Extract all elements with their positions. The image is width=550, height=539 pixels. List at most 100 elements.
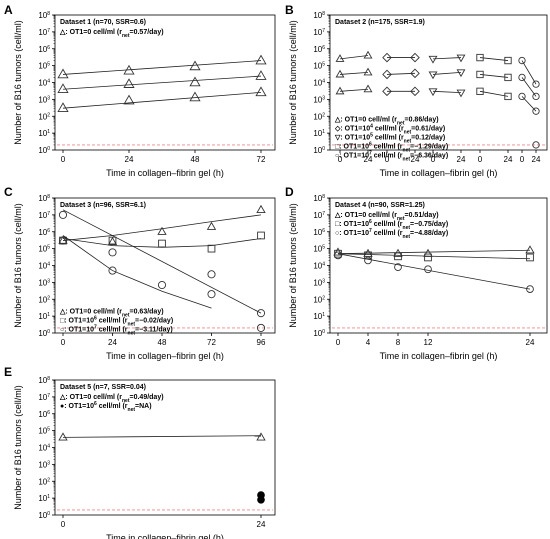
y-tick-label: 102 bbox=[313, 295, 325, 304]
data-point bbox=[58, 432, 68, 441]
data-point bbox=[504, 92, 512, 101]
fit-line bbox=[62, 75, 262, 90]
data-point bbox=[57, 68, 69, 79]
y-tick-label: 101 bbox=[38, 129, 50, 138]
x-tick-label: 12 bbox=[424, 338, 433, 347]
panel-letter: A bbox=[4, 3, 13, 17]
x-tick-label: 0 bbox=[61, 155, 66, 164]
data-point bbox=[256, 323, 266, 332]
data-point bbox=[410, 68, 420, 79]
x-tick-label: 72 bbox=[207, 338, 216, 347]
x-tick-label: 24 bbox=[532, 155, 541, 164]
x-tick-label: 24 bbox=[504, 155, 513, 164]
data-point bbox=[189, 91, 201, 102]
y-tick-label: 104 bbox=[38, 444, 50, 453]
fit-line bbox=[521, 77, 537, 97]
data-point bbox=[207, 244, 216, 253]
data-point bbox=[428, 71, 438, 80]
data-point bbox=[364, 256, 372, 265]
data-point bbox=[410, 86, 420, 97]
y-tick-label: 107 bbox=[313, 28, 325, 37]
legend-entry: ▽: OT1=105 cell/ml (rnet=0.12/day) bbox=[334, 132, 445, 144]
fit-line bbox=[479, 90, 509, 97]
legend-entry: △: OT1=0 cell/ml (rnet=0.57/day) bbox=[59, 29, 164, 39]
y-tick-label: 105 bbox=[313, 245, 325, 254]
data-point bbox=[333, 247, 343, 256]
data-point bbox=[123, 94, 135, 105]
data-point bbox=[364, 251, 372, 260]
chart-title: Dataset 4 (n=90, SSR=1.25) bbox=[335, 202, 425, 209]
data-point bbox=[257, 495, 265, 504]
y-tick-label: 100 bbox=[38, 511, 50, 520]
data-point bbox=[107, 236, 118, 246]
x-tick-label: 24 bbox=[364, 155, 373, 164]
y-axis-label: Number of B16 tumors (cell/ml) bbox=[13, 203, 23, 328]
data-point bbox=[410, 52, 420, 63]
y-tick-label: 107 bbox=[38, 393, 50, 402]
x-tick-label: 24 bbox=[257, 520, 266, 529]
data-point bbox=[518, 92, 526, 101]
data-point bbox=[518, 73, 526, 82]
x-tick-label: 24 bbox=[411, 155, 420, 164]
data-point bbox=[526, 253, 534, 262]
panel-b: B 100 101 102 103 104 105 106 107 108 Number of B1… bbox=[285, 3, 548, 178]
data-point bbox=[255, 86, 267, 97]
y-tick-label: 106 bbox=[313, 228, 325, 237]
y-axis-label: Number of B16 tumors (cell/ml) bbox=[288, 20, 298, 145]
y-tick-label: 105 bbox=[38, 62, 50, 71]
data-point bbox=[424, 265, 432, 274]
x-axis-label: Time in collagen–fibrin gel (h) bbox=[106, 533, 224, 539]
y-tick-label: 108 bbox=[313, 11, 325, 20]
fit-line bbox=[432, 71, 462, 75]
data-point bbox=[207, 290, 216, 299]
x-axis-label: Time in collagen–fibrin gel (h) bbox=[106, 168, 224, 178]
data-point bbox=[335, 69, 345, 78]
y-axis-label: Number of B16 tumors (cell/ml) bbox=[13, 20, 23, 145]
data-point bbox=[58, 210, 68, 219]
data-point bbox=[456, 69, 466, 78]
y-tick-label: 100 bbox=[38, 329, 50, 338]
y-tick-label: 106 bbox=[38, 228, 50, 237]
y-tick-label: 104 bbox=[38, 79, 50, 88]
y-tick-label: 105 bbox=[38, 427, 50, 436]
x-tick-label: 48 bbox=[191, 155, 200, 164]
legend-entry: ◇: OT1=104 cell/ml (rnet=0.61/day) bbox=[334, 123, 445, 135]
data-point bbox=[207, 270, 216, 279]
panel-letter: C bbox=[4, 185, 13, 199]
data-point bbox=[256, 309, 266, 318]
y-tick-label: 102 bbox=[38, 477, 50, 486]
y-tick-label: 101 bbox=[313, 129, 325, 138]
y-tick-label: 103 bbox=[313, 278, 325, 287]
y-axis-label: Number of B16 tumors (cell/ml) bbox=[288, 203, 298, 328]
y-tick-label: 101 bbox=[38, 312, 50, 321]
data-point bbox=[428, 55, 438, 64]
y-tick-label: 104 bbox=[38, 262, 50, 271]
data-point bbox=[382, 69, 392, 80]
y-tick-label: 102 bbox=[38, 295, 50, 304]
legend-entry: △: OT1=0 cell/ml (rnet=0.86/day) bbox=[334, 116, 439, 126]
y-tick-label: 100 bbox=[38, 146, 50, 155]
fit-line bbox=[337, 253, 531, 290]
data-point bbox=[394, 263, 402, 271]
data-point bbox=[532, 92, 540, 101]
data-point bbox=[157, 226, 167, 235]
data-point bbox=[189, 60, 201, 71]
legend-entry: □: OT1=106 cell/ml (rnet=−1.29/day) bbox=[335, 141, 448, 153]
y-tick-label: 107 bbox=[38, 211, 50, 220]
x-axis-label: Time in collagen–fibrin gel (h) bbox=[380, 351, 498, 361]
data-point bbox=[476, 53, 484, 62]
data-point bbox=[58, 235, 68, 244]
data-point bbox=[525, 245, 535, 254]
y-tick-label: 107 bbox=[38, 28, 50, 37]
x-tick-label: 48 bbox=[158, 338, 167, 347]
chart-title: Dataset 5 (n=7, SSR=0.04) bbox=[60, 384, 146, 391]
legend-entry: ○: OT1=107 cell/ml (rnet=−3.11/day) bbox=[60, 324, 173, 336]
y-tick-label: 108 bbox=[38, 376, 50, 385]
x-tick-label: 0 bbox=[61, 338, 66, 347]
x-tick-label: 0 bbox=[336, 338, 341, 347]
x-tick-label: 96 bbox=[257, 338, 266, 347]
data-point bbox=[424, 253, 432, 262]
x-tick-label: 0 bbox=[478, 155, 483, 164]
data-point bbox=[255, 70, 267, 80]
